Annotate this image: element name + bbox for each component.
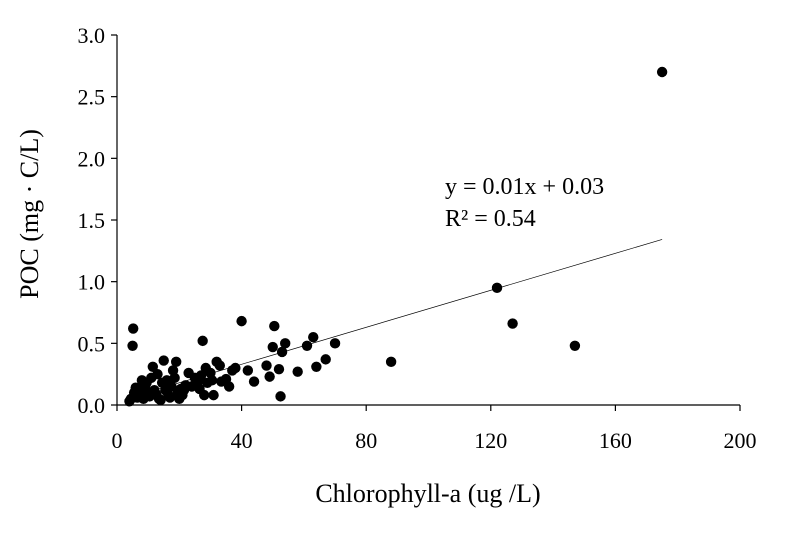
y-tick-label: 0.0	[78, 393, 106, 418]
x-axis-title: Chlorophyll-a (ug /L)	[315, 479, 540, 508]
data-points	[124, 66, 668, 407]
data-point	[264, 371, 275, 382]
data-point	[261, 360, 272, 371]
data-point	[311, 361, 322, 372]
data-point	[206, 375, 218, 386]
x-tick-label: 160	[599, 428, 632, 453]
data-point	[152, 368, 163, 380]
data-point	[656, 66, 668, 78]
data-point	[164, 392, 176, 403]
data-point	[329, 338, 341, 349]
y-tick-label: 3.0	[78, 23, 106, 48]
data-point	[269, 320, 280, 332]
data-point	[147, 361, 159, 372]
data-point	[223, 381, 235, 392]
data-point	[230, 362, 241, 374]
data-point	[275, 391, 286, 402]
data-point	[320, 354, 331, 365]
y-tick-label: 0.5	[78, 331, 106, 356]
data-point	[169, 372, 180, 384]
y-tick-label: 1.0	[78, 270, 106, 295]
data-point	[248, 376, 260, 387]
data-point	[127, 340, 138, 351]
data-point	[170, 356, 182, 368]
data-point	[385, 356, 397, 368]
data-point	[214, 360, 225, 371]
x-ticks: 0 40 80 120 160 200	[112, 405, 757, 453]
data-point	[569, 340, 581, 351]
data-point	[280, 338, 291, 349]
data-point	[236, 315, 247, 327]
data-point	[276, 346, 288, 358]
data-point	[507, 318, 518, 329]
data-point	[491, 282, 503, 294]
x-tick-label: 120	[474, 428, 507, 453]
y-axis-title: POC (mg · C/L)	[15, 129, 44, 299]
x-tick-label: 0	[112, 428, 123, 453]
data-point	[301, 340, 313, 351]
x-tick-label: 40	[231, 428, 253, 453]
y-ticks: 0.0 0.5 1.0 1.5 2.0 2.5 3.0	[78, 23, 117, 418]
trendline-equation: y = 0.01x + 0.03	[445, 174, 604, 200]
y-tick-label: 1.5	[78, 208, 106, 233]
y-tick-label: 2.5	[78, 85, 106, 110]
data-point	[292, 366, 303, 377]
data-point	[242, 365, 254, 376]
x-tick-label: 200	[724, 428, 757, 453]
data-point	[208, 389, 219, 401]
data-point	[155, 394, 166, 406]
data-point	[195, 370, 207, 381]
data-point	[273, 364, 285, 375]
x-axis: 0 40 80 120 160 200	[112, 404, 757, 453]
data-point	[197, 335, 208, 347]
y-tick-label: 2.0	[78, 146, 106, 171]
data-point	[127, 323, 139, 334]
trendline	[129, 239, 663, 398]
x-tick-label: 80	[355, 428, 377, 453]
trendline-r-squared: R² = 0.54	[445, 206, 536, 232]
y-axis: 0.0 0.5 1.0 1.5 2.0 2.5 3.0	[78, 23, 118, 418]
data-point	[308, 331, 319, 343]
data-point	[158, 355, 169, 366]
data-point	[267, 341, 278, 353]
data-point	[199, 389, 210, 401]
